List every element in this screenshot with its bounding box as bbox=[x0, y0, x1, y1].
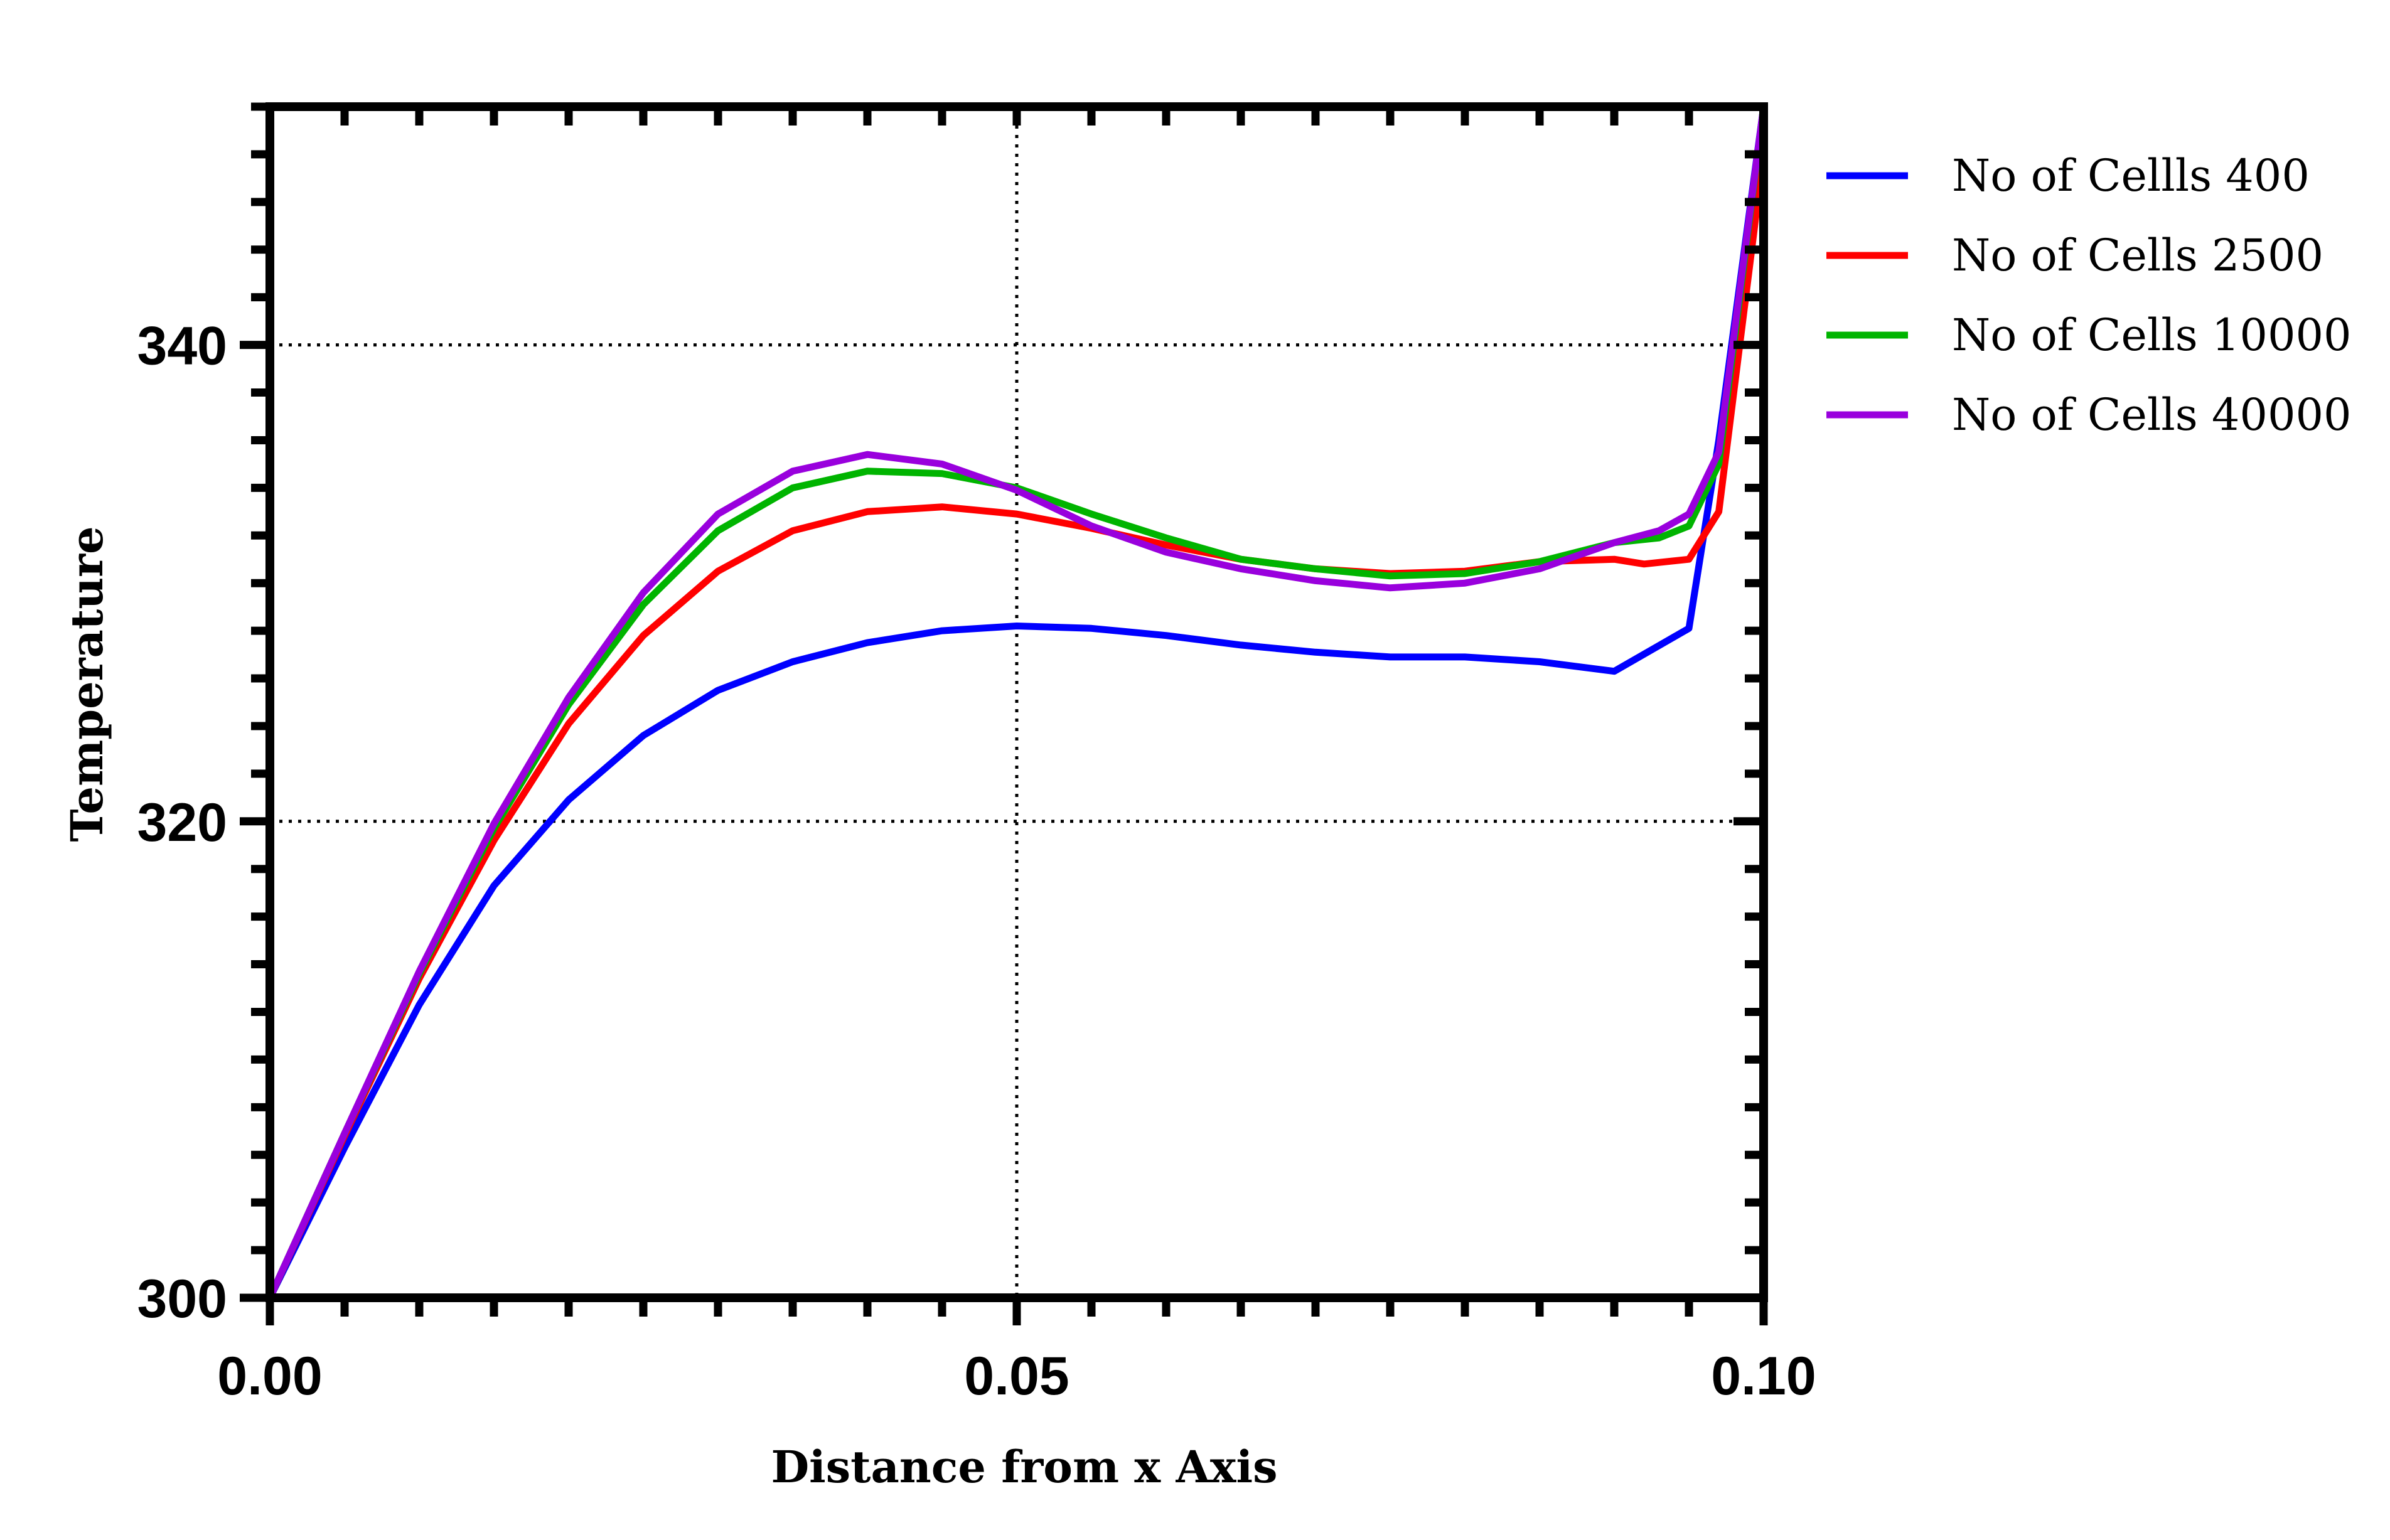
x-tick-label: 0.10 bbox=[1711, 1346, 1816, 1406]
ticks bbox=[240, 102, 1768, 1325]
series-layer bbox=[266, 103, 1767, 1302]
y-tick-label: 300 bbox=[137, 1269, 228, 1329]
x-axis-title: Distance from x Axis bbox=[771, 1441, 1277, 1493]
x-tick-label: 0.00 bbox=[217, 1346, 322, 1406]
grid-lines bbox=[270, 107, 1764, 1298]
legend: No of Cellls 400 No of Cells 2500 No of Ce… bbox=[1826, 150, 2352, 441]
legend-label: No of Cells 10000 bbox=[1952, 309, 2352, 361]
series-line-0 bbox=[266, 103, 1767, 1302]
y-tick-label: 320 bbox=[137, 793, 228, 853]
x-tick-label: 0.05 bbox=[964, 1346, 1069, 1406]
y-tick-label: 340 bbox=[137, 316, 228, 377]
series-line-3 bbox=[266, 103, 1767, 1302]
legend-label: No of Cells 2500 bbox=[1952, 230, 2323, 281]
legend-label: No of Cells 40000 bbox=[1952, 389, 2352, 441]
legend-label: No of Cellls 400 bbox=[1952, 150, 2310, 201]
tick-labels: 0.00 0.05 0.10 300 320 340 bbox=[137, 316, 1816, 1406]
y-axis-title: Temperature bbox=[61, 526, 113, 842]
